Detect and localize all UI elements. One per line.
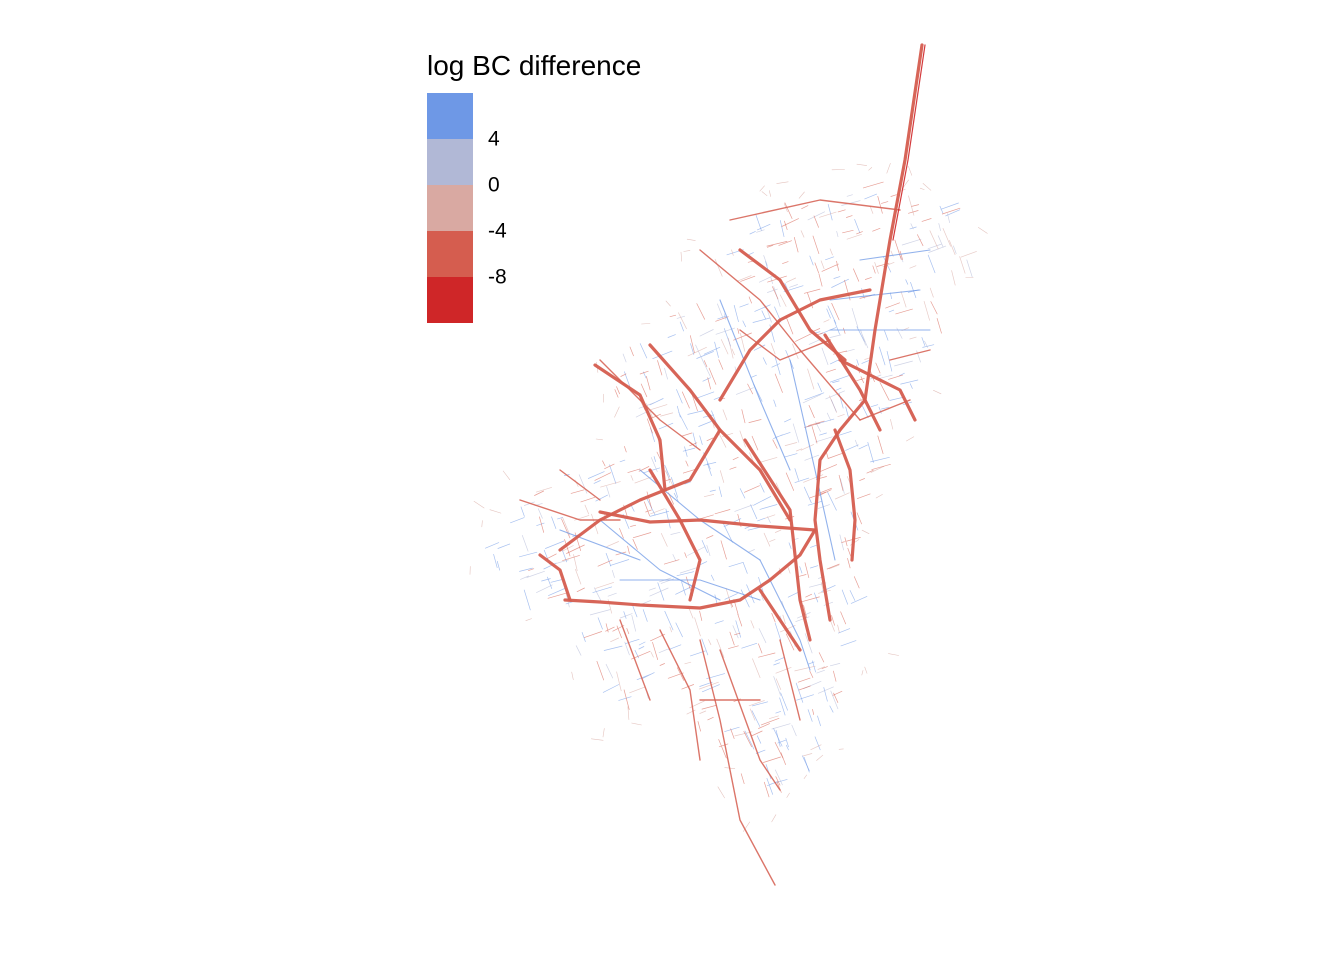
medium-road — [559, 469, 601, 501]
legend-title: log BC difference — [427, 50, 642, 81]
medium-road — [799, 349, 861, 421]
medium-road — [729, 199, 901, 221]
major-arterial — [892, 44, 926, 241]
major-arterial — [538, 553, 572, 602]
legend-swatch-5 — [427, 277, 473, 323]
legend-tick-label: -4 — [488, 219, 507, 243]
medium-road — [889, 349, 931, 361]
major-arterial — [738, 248, 847, 362]
legend-tick-label: -8 — [488, 265, 507, 289]
minor-road-mesh — [485, 204, 936, 795]
major-arterial — [563, 528, 817, 610]
medium-road — [699, 249, 801, 351]
medium-road — [829, 289, 921, 301]
major-arterial — [648, 468, 702, 602]
medium-road — [789, 359, 836, 561]
medium-road — [719, 299, 791, 471]
major-arterial — [718, 288, 872, 402]
major-roads — [538, 43, 926, 652]
medium-road — [739, 329, 831, 361]
medium-road — [859, 399, 911, 421]
major-arterial — [758, 588, 802, 652]
legend-swatch-4 — [427, 231, 473, 277]
medium-road — [719, 649, 781, 791]
medium-road — [699, 639, 776, 886]
medium-road — [779, 639, 801, 721]
legend-swatch-3 — [427, 185, 473, 231]
major-arterial — [833, 428, 857, 562]
legend-swatch-2 — [427, 139, 473, 185]
medium-road — [599, 519, 721, 601]
major-arterial — [743, 438, 812, 642]
major-arterial — [813, 43, 924, 622]
medium-road — [619, 619, 651, 701]
medium-road — [759, 559, 811, 671]
legend-swatch-1 — [427, 93, 473, 139]
medium-road — [619, 579, 761, 601]
legend-tick-label: 0 — [488, 173, 500, 197]
medium-road — [559, 529, 641, 561]
medium-road — [659, 629, 701, 761]
legend-tick-label: 4 — [488, 127, 500, 151]
medium-road — [519, 499, 621, 521]
legend: log BC difference 4 0 -4 -8 — [427, 52, 641, 323]
minor-road-mesh — [528, 181, 961, 793]
major-arterial — [593, 363, 667, 492]
minor-road-mesh — [534, 194, 938, 798]
legend-body: 4 0 -4 -8 — [427, 93, 641, 323]
major-arterial — [838, 358, 917, 422]
major-arterial — [598, 510, 817, 532]
medium-road — [859, 249, 931, 261]
medium-roads — [519, 199, 931, 886]
major-arterial — [558, 428, 722, 552]
